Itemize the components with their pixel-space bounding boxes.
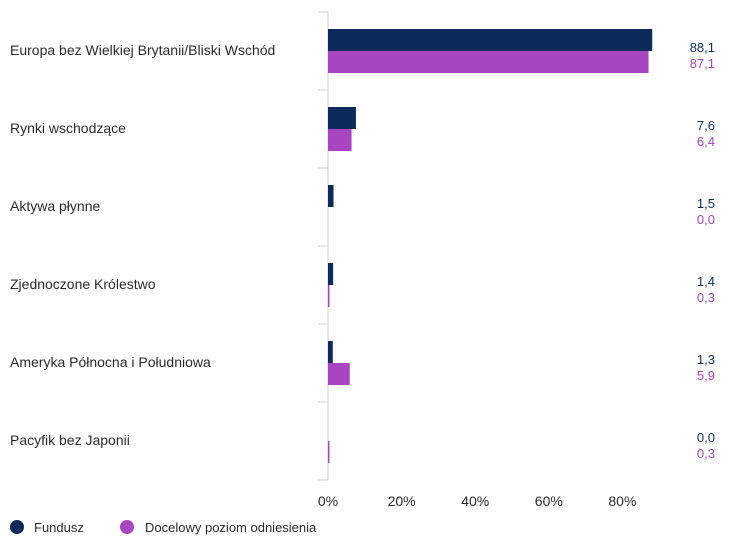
legend-swatch-benchmark (120, 520, 134, 534)
value-label-fund: 1,5 (697, 196, 715, 211)
bar-benchmark (328, 129, 352, 151)
category-label: Pacyfik bez Japonii (10, 432, 130, 448)
value-label-benchmark: 6,4 (697, 134, 715, 149)
x-tick-label: 80% (608, 493, 636, 509)
legend-label-fund: Fundusz (34, 520, 84, 535)
bar-benchmark (328, 363, 350, 385)
x-tick-label: 20% (388, 493, 416, 509)
bar-benchmark (328, 51, 649, 73)
x-tick-label: 60% (535, 493, 563, 509)
bar-fund (328, 107, 356, 129)
category-label: Rynki wschodzące (10, 120, 126, 136)
bar-fund (328, 341, 333, 363)
value-label-benchmark: 87,1 (690, 56, 715, 71)
value-label-benchmark: 0,0 (697, 212, 715, 227)
legend-label-benchmark: Docelowy poziom odniesienia (145, 520, 317, 535)
bar-benchmark (328, 441, 330, 463)
value-label-fund: 1,4 (697, 274, 715, 289)
value-label-benchmark: 5,9 (697, 368, 715, 383)
value-label-benchmark: 0,3 (697, 446, 715, 461)
category-label: Aktywa płynne (10, 198, 100, 214)
x-tick-label: 0% (318, 493, 338, 509)
y-axis-ticks (318, 11, 328, 481)
category-label: Zjednoczone Królestwo (10, 276, 156, 292)
value-label-fund: 88,1 (690, 40, 715, 55)
legend-swatch-fund (10, 520, 24, 534)
bar-fund (328, 185, 334, 207)
x-axis-tick-labels: 0% 20% 40% 60% 80% (318, 493, 637, 509)
legend: Fundusz Docelowy poziom odniesienia (10, 520, 317, 535)
category-label: Ameryka Północna i Południowa (10, 354, 211, 370)
value-labels: 88,187,17,66,41,50,01,40,31,35,90,00,3 (690, 40, 715, 461)
category-label: Europa bez Wielkiej Brytanii/Bliski Wsch… (10, 42, 275, 58)
bar-fund (328, 263, 334, 285)
bars (328, 29, 653, 463)
value-label-fund: 7,6 (697, 118, 715, 133)
bar-benchmark (328, 285, 330, 307)
value-label-fund: 0,0 (697, 430, 715, 445)
value-label-fund: 1,3 (697, 352, 715, 367)
x-tick-label: 40% (461, 493, 489, 509)
category-labels: Europa bez Wielkiej Brytanii/Bliski Wsch… (10, 42, 275, 448)
value-label-benchmark: 0,3 (697, 290, 715, 305)
bar-fund (328, 29, 653, 51)
